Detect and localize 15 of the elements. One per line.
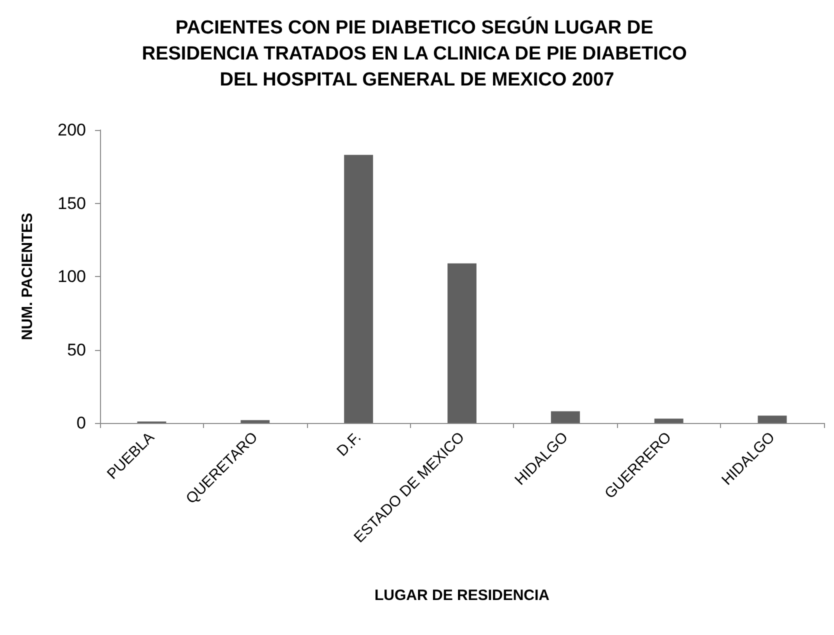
bar bbox=[240, 420, 270, 423]
x-tick-label: D.F. bbox=[334, 428, 365, 460]
bar bbox=[654, 418, 684, 423]
y-tick-label: 200 bbox=[58, 120, 86, 140]
bar bbox=[448, 263, 476, 423]
y-tick-label: 0 bbox=[76, 414, 86, 432]
bar bbox=[550, 411, 580, 423]
bar bbox=[344, 154, 374, 423]
y-axis-title: NUM. PACIENTES bbox=[19, 212, 36, 340]
chart-title: PACIENTES CON PIE DIABETICO SEGÚN LUGAR DE RESIDENCIA TRATADOS EN LA CLINICA DE PIE DIABETICO DEL HOSPITAL GENERAL DE MEXICO 2007 bbox=[142, 16, 692, 90]
x-axis-title: LUGAR DE RESIDENCIA bbox=[374, 587, 550, 604]
y-tick-label: 100 bbox=[58, 267, 86, 286]
y-tick-label: 50 bbox=[67, 340, 86, 360]
bar bbox=[758, 416, 787, 423]
y-tick-label: 150 bbox=[58, 194, 86, 213]
